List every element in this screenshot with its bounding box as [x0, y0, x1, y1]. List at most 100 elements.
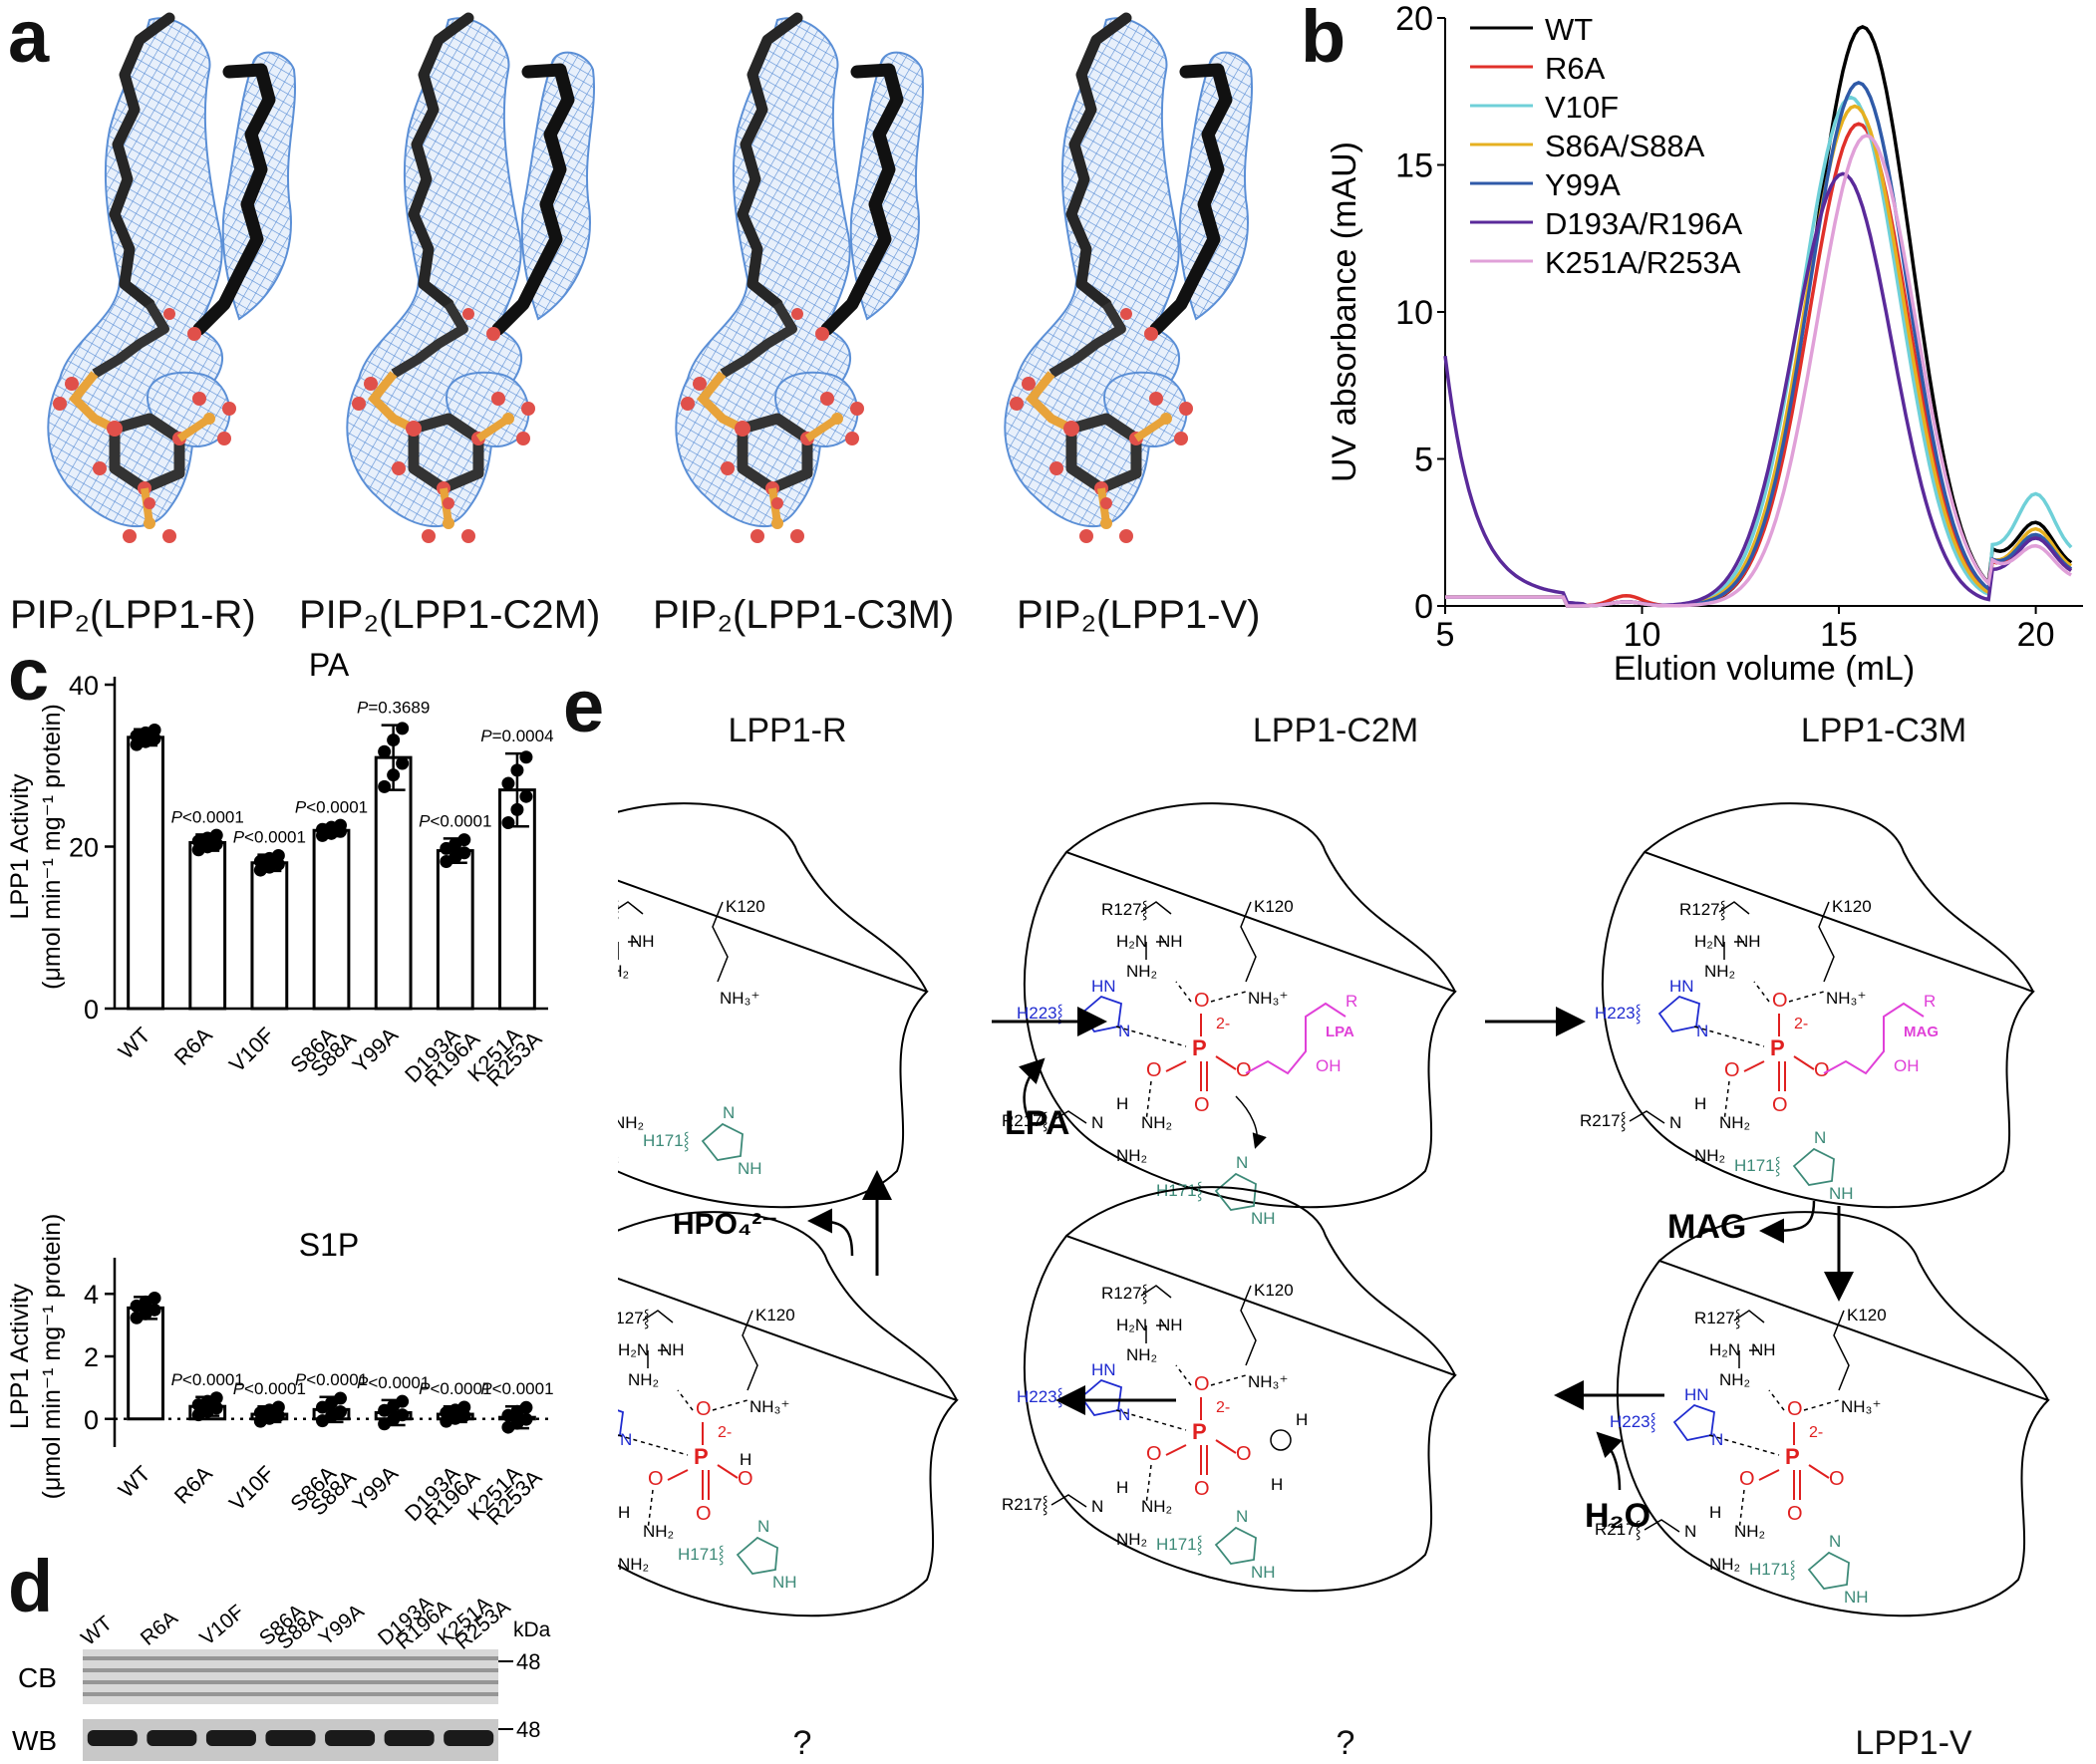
data-point — [457, 1400, 471, 1414]
label-n: N — [1118, 1405, 1130, 1424]
data-point — [396, 1408, 410, 1422]
series-line-d193a-r196a — [1443, 171, 2073, 608]
wb-band — [205, 1730, 256, 1746]
bond — [618, 941, 638, 960]
y-tick-label: 20 — [69, 833, 99, 863]
bond — [712, 901, 729, 983]
charge-label: 2- — [1794, 1016, 1808, 1032]
label-nh2: NH₂ — [618, 1146, 619, 1165]
panel-label-c: c — [8, 633, 50, 716]
oxygen: O — [696, 1503, 712, 1525]
panel-label-d: d — [8, 1545, 54, 1627]
charge-label: 2- — [1216, 1399, 1230, 1416]
bond — [1718, 901, 1750, 915]
residue-r217: R217⸾ — [1002, 1111, 1048, 1132]
label-nh2: NH₂ — [618, 1113, 644, 1132]
residue-h223: H223⸾ — [1610, 1412, 1656, 1433]
oxygen: O — [1194, 990, 1210, 1012]
wb-band — [265, 1730, 316, 1746]
charge-label: 2- — [1216, 1016, 1230, 1032]
y-tick-label: 40 — [69, 671, 99, 701]
label-h: H — [740, 1450, 751, 1469]
residue-k120: K120 — [1847, 1306, 1887, 1324]
imidazole-h223 — [1079, 995, 1122, 1033]
data-point — [271, 848, 285, 862]
wb-band — [444, 1730, 494, 1746]
pocket-lpp1-r: R127⸾H₂NNHNH₂K120NH₃⁺H223⸾HNNR217⸾NHNH₂N… — [618, 802, 929, 1209]
cb-band — [83, 1680, 498, 1684]
imidazole-h171 — [1214, 1172, 1257, 1211]
p-value-label: P<0.0001 — [171, 1370, 244, 1389]
residue-h171: H171⸾ — [1156, 1181, 1203, 1202]
residue-h171: H171⸾ — [1156, 1535, 1203, 1556]
imidazole-h223 — [618, 1409, 624, 1437]
oxygen: O — [1787, 1503, 1803, 1525]
x-category-label: Y99A — [347, 1023, 403, 1078]
residue-h171: H171⸾ — [1749, 1560, 1796, 1581]
residue-h223: H223⸾ — [1017, 1387, 1063, 1408]
data-point — [457, 846, 471, 860]
label-nh2: NH₂ — [1719, 1113, 1750, 1132]
ligand-r: R — [1924, 992, 1936, 1011]
label-n: N — [1829, 1532, 1841, 1551]
bond — [1145, 1324, 1166, 1343]
y-tick-label: 2 — [84, 1342, 99, 1372]
label-h2n: H₂N — [1116, 932, 1147, 951]
label-h2n: H₂N — [1116, 1316, 1147, 1334]
label-nh3: NH₃⁺ — [1826, 989, 1866, 1008]
label-nh2: NH₂ — [1141, 1497, 1172, 1516]
label-nh: NH — [772, 1573, 797, 1592]
label-nh2: NH₂ — [628, 1370, 659, 1389]
cb-band — [83, 1668, 498, 1672]
wb-band — [87, 1730, 138, 1746]
label-nh2: NH₂ — [1709, 1555, 1740, 1574]
y-tick-label: 15 — [1395, 147, 1433, 185]
cb-band — [83, 1656, 498, 1660]
bond — [642, 1310, 674, 1323]
data-point — [334, 818, 347, 832]
density-lpp1-r — [48, 18, 295, 543]
residue-r127: R127⸾ — [1101, 1284, 1148, 1305]
bar-1 — [188, 840, 227, 1011]
oxygen: O — [696, 1398, 712, 1420]
bond — [1140, 901, 1172, 915]
legend-label: WT — [1545, 12, 1593, 47]
legend-label: K251A/R253A — [1545, 245, 1741, 280]
caption-pip2-lpp1-c2m: PIP₂(LPP1-C2M) — [299, 593, 601, 637]
phosphorus: P — [1785, 1444, 1800, 1469]
label-nh: NH — [1251, 1209, 1276, 1228]
marker-label: 48 — [516, 1649, 540, 1674]
chart-s1p-activity: 0 2 4 LPP1 Activity (μmol min⁻¹ mg⁻¹ protein… — [6, 1214, 554, 1530]
phosphorus: P — [1192, 1419, 1207, 1444]
x-tick-label: 20 — [2017, 616, 2055, 654]
panel-label-b: b — [1301, 0, 1347, 78]
pocket-outline — [1023, 1186, 1457, 1593]
pocket-outline — [618, 1211, 959, 1617]
data-point — [209, 1391, 223, 1405]
label-nh3: NH₃⁺ — [1248, 989, 1288, 1008]
oxygen: O — [1194, 1478, 1210, 1500]
label-h2n: H₂N — [618, 932, 619, 951]
pocket-outline — [618, 802, 929, 1209]
data-point — [501, 816, 515, 830]
label-h: H — [1271, 1475, 1283, 1494]
bond — [1050, 1494, 1087, 1508]
x-category-label: Y99A — [347, 1461, 403, 1517]
bond — [1818, 901, 1835, 983]
state-title-lpp1-r: LPP1-R — [728, 712, 847, 749]
residue-r127: R127⸾ — [1694, 1309, 1741, 1329]
lane-label: R6A — [137, 1607, 182, 1650]
row-label-wb: WB — [12, 1725, 57, 1756]
arrow-lpa-in — [1019, 1057, 1046, 1127]
pocket-outline — [1023, 802, 1457, 1209]
label-nh2: NH₂ — [618, 1555, 649, 1574]
label-nh: NH — [1829, 1184, 1854, 1203]
arrow-label-phosphate: HPO₄²⁻ — [673, 1208, 777, 1241]
density-lpp1-c3m — [676, 18, 923, 543]
label-n: N — [620, 1430, 632, 1449]
series-line-k251a-r253a — [1445, 134, 2072, 608]
oxygen: O — [1236, 1059, 1252, 1081]
